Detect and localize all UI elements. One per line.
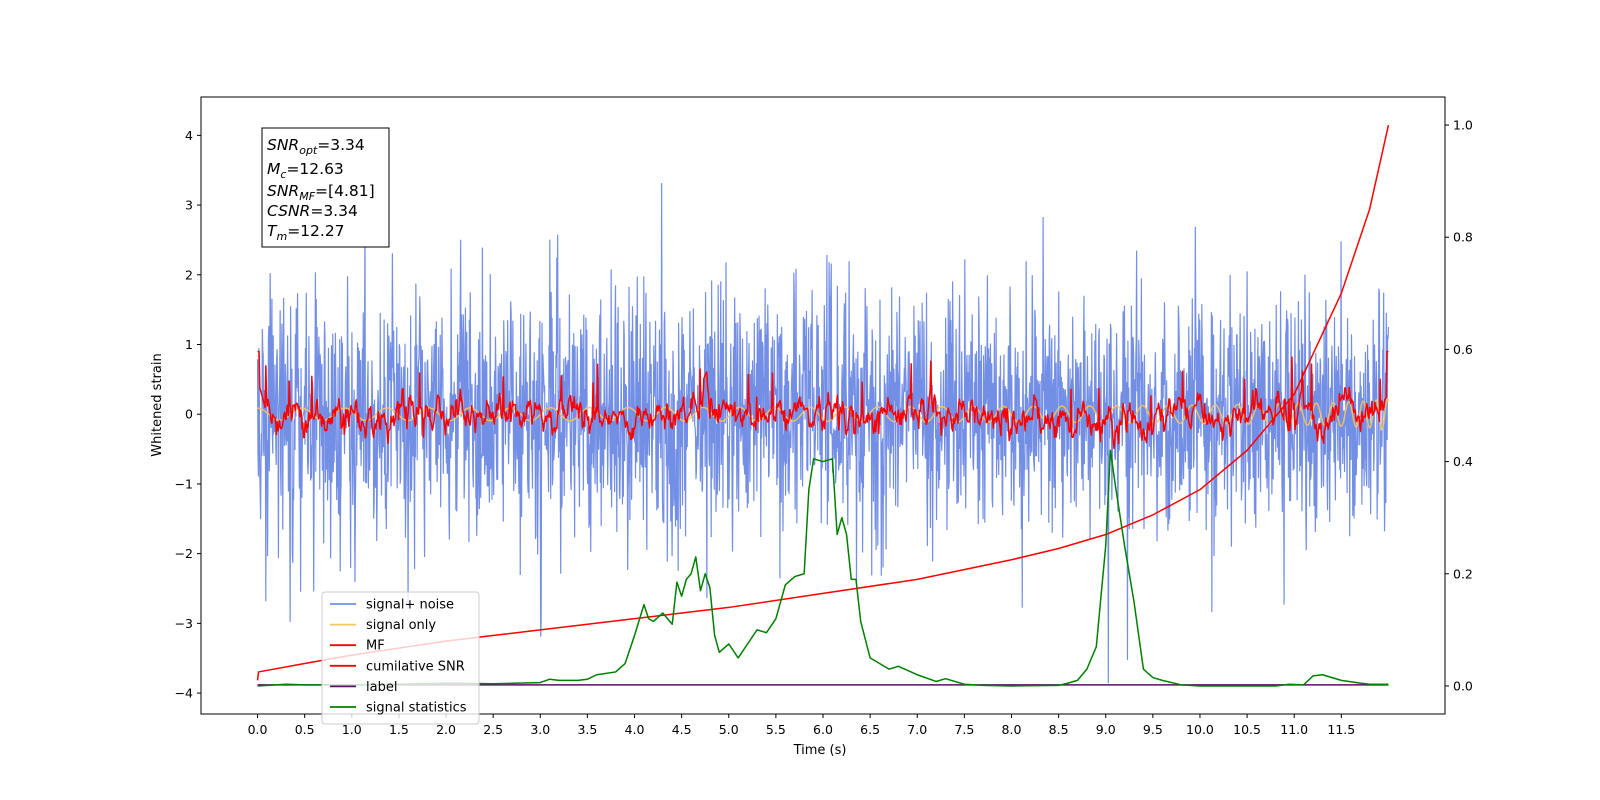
svg-text:SNRopt=3.34: SNRopt=3.34: [267, 136, 365, 157]
y-tick-label: 4: [185, 128, 193, 143]
info-tm-sub: m: [276, 230, 287, 243]
y2-tick-label: 0.4: [1453, 454, 1473, 469]
info-snr-mf-base: SNR: [267, 182, 299, 200]
y-tick-label: 1: [185, 337, 193, 352]
legend-label-signal-noise: signal+ noise: [366, 598, 454, 613]
legend-label-signal-only: signal only: [366, 618, 436, 633]
x-tick-label: 0.5: [295, 722, 315, 737]
info-tm-base: T: [267, 222, 278, 240]
info-csnr-value: =3.34: [310, 202, 358, 220]
y-axis-right: 0.0 0.2 0.4 0.6 0.8 1.0: [1445, 118, 1473, 693]
series-signal-noise: [256, 182, 1390, 684]
y2-tick-label: 0.8: [1453, 230, 1473, 245]
y-axis-left: −4 −3 −2 −1 0 1 2 3 4: [175, 128, 201, 701]
y2-tick-label: 0.0: [1453, 678, 1473, 693]
x-tick-label: 1.0: [342, 722, 362, 737]
x-tick-label: 7.5: [954, 722, 974, 737]
x-tick-label: 0.0: [248, 722, 268, 737]
y2-tick-label: 1.0: [1453, 118, 1473, 133]
x-axis: 0.0 0.5 1.0 1.5 2.0 2.5 3.0 3.5 4.0 4.5 5.0 5.5 6.0 6…: [248, 714, 1355, 737]
info-tm-value: =12.27: [287, 222, 344, 240]
svg-text:Tm=12.27: Tm=12.27: [267, 222, 345, 243]
x-tick-label: 1.5: [389, 722, 409, 737]
x-tick-label: 5.5: [766, 722, 786, 737]
x-tick-label: 9.5: [1143, 722, 1163, 737]
y-tick-label: −1: [175, 476, 193, 491]
info-csnr-base: CSNR: [267, 202, 310, 220]
y-tick-label: −3: [175, 616, 193, 631]
series-signal-statistics: [257, 449, 1389, 687]
x-tick-label: 11.0: [1280, 722, 1308, 737]
x-axis-label: Time (s): [793, 743, 847, 758]
y2-tick-label: 0.6: [1453, 342, 1473, 357]
info-box: SNRopt=3.34 Mc=12.63 SNRMF=[4.81] CSNR=3…: [261, 127, 390, 248]
x-tick-label: 8.0: [1002, 722, 1022, 737]
x-tick-label: 3.0: [530, 722, 550, 737]
x-tick-label: 10.0: [1186, 722, 1214, 737]
x-tick-label: 8.5: [1049, 722, 1069, 737]
x-tick-label: 11.5: [1327, 722, 1355, 737]
x-tick-label: 3.5: [577, 722, 597, 737]
y-tick-label: −4: [175, 686, 193, 701]
x-tick-label: 7.0: [907, 722, 927, 737]
x-tick-label: 5.0: [719, 722, 739, 737]
legend-label-signal-statistics: signal statistics: [366, 701, 467, 716]
legend-label-mf: MF: [366, 639, 385, 654]
info-mc-value: =12.63: [286, 160, 343, 178]
info-mc-sub: c: [280, 168, 286, 181]
series-mf: [257, 350, 1389, 450]
x-tick-label: 9.0: [1096, 722, 1116, 737]
x-tick-label: 6.0: [813, 722, 833, 737]
info-snr-opt-sub: opt: [299, 144, 318, 157]
svg-text:CSNR=3.34: CSNR=3.34: [267, 202, 358, 220]
y-tick-label: 2: [185, 267, 193, 282]
y-tick-label: 0: [185, 407, 193, 422]
info-mc-base: M: [267, 160, 280, 178]
y-axis-label: Whitened strain: [150, 353, 165, 456]
info-snr-mf-sub: MF: [299, 190, 315, 203]
info-snr-mf-value: =[4.81]: [315, 182, 375, 200]
legend-label-label: label: [366, 680, 397, 695]
x-tick-label: 2.5: [483, 722, 503, 737]
legend-label-cumilative-snr: cumilative SNR: [366, 659, 465, 674]
x-tick-label: 2.0: [436, 722, 456, 737]
y2-tick-label: 0.2: [1453, 566, 1473, 581]
info-snr-opt-base: SNR: [267, 136, 299, 154]
y-tick-label: 3: [185, 198, 193, 213]
info-snr-opt-value: =3.34: [317, 136, 365, 154]
svg-text:SNRMF=[4.81]: SNRMF=[4.81]: [267, 182, 375, 203]
legend: signal+ noise signal only MF cumilative SNR…: [321, 591, 480, 725]
svg-text:Mc=12.63: Mc=12.63: [267, 160, 344, 181]
x-tick-label: 4.5: [672, 722, 692, 737]
x-tick-label: 6.5: [860, 722, 880, 737]
x-tick-label: 10.5: [1233, 722, 1261, 737]
x-tick-label: 4.0: [625, 722, 645, 737]
y-tick-label: −2: [175, 546, 193, 561]
